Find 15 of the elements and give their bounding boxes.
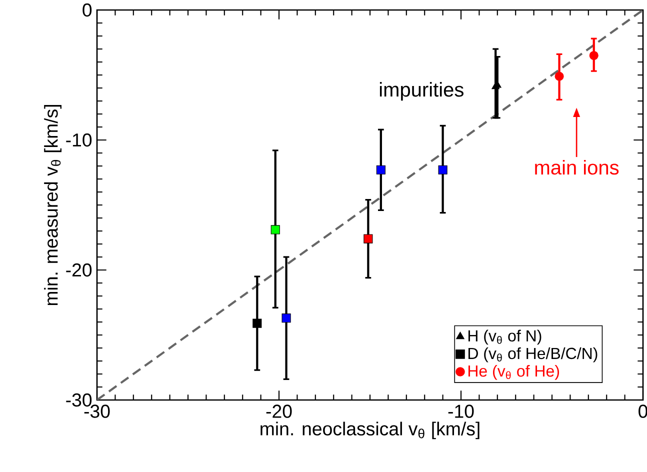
y-tick-label: -30 <box>66 393 92 407</box>
y-axis-title: min. measured v$_{θ}$ [km/s] <box>44 105 62 306</box>
x-tick-label: -30 <box>84 404 110 418</box>
y-tick-label: -10 <box>66 133 92 147</box>
legend-label: H (v$_{θ}$ of N) <box>468 330 542 345</box>
x-axis-title: min. neoclassical v$_{θ}$ [km/s] <box>260 422 480 440</box>
x-tick-label: -10 <box>448 404 474 418</box>
annotation: main ions <box>535 160 619 175</box>
legend-label: D (v$_{θ}$ of He/B/C/N) <box>468 347 598 362</box>
y-tick-label: -20 <box>66 263 92 277</box>
x-tick-label: -20 <box>266 404 292 418</box>
legend-label: He (v$_{θ}$ of He) <box>468 364 559 380</box>
annotation: impurities <box>380 82 464 101</box>
x-tick-label: 0 <box>638 404 647 418</box>
y-tick-label: 0 <box>82 3 92 17</box>
